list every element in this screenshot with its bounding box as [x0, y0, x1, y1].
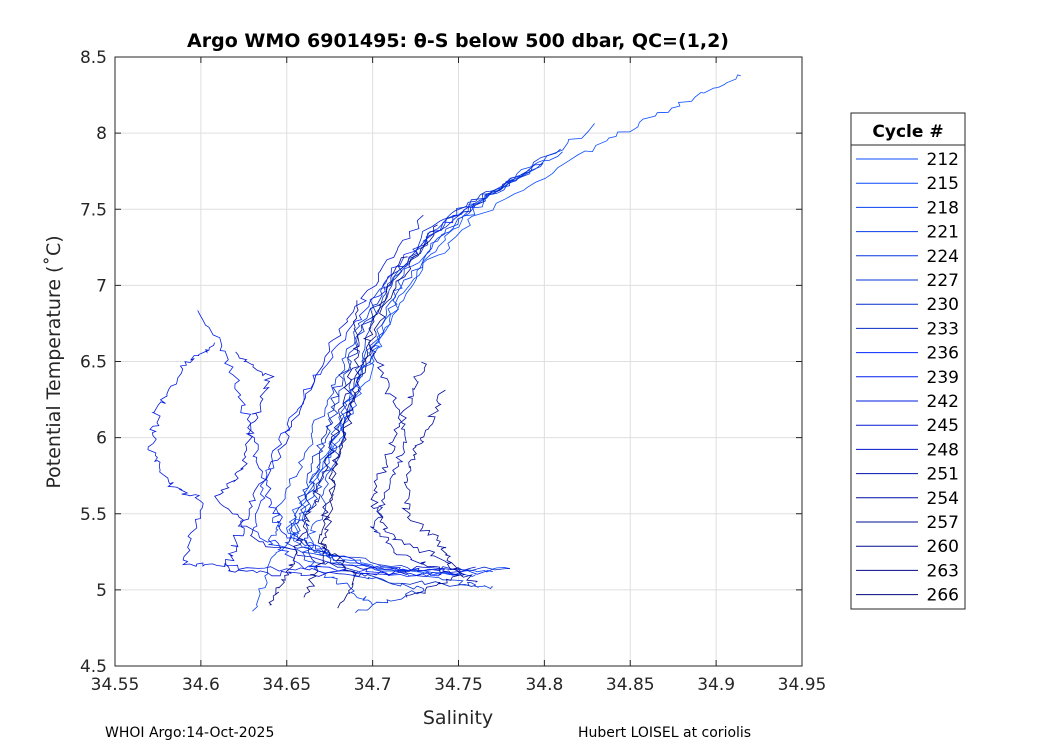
series-line-260	[268, 300, 360, 606]
series-line-266	[317, 224, 438, 609]
legend-label-263: 263	[927, 561, 959, 581]
y-axis-label: Potential Temperature (˚C)	[43, 235, 65, 488]
legend-label-218: 218	[927, 198, 959, 218]
series-line-263	[303, 256, 408, 598]
legend-label-260: 260	[927, 537, 959, 557]
ticks: 34.55 34.6 34.65 34.7 34.75 34.8 34.85 34.9 34.9…	[80, 48, 826, 695]
y-tick-label: 6	[96, 429, 107, 449]
series-line-236	[252, 202, 493, 577]
legend-label-212: 212	[927, 150, 959, 170]
legend-label-233: 233	[927, 319, 959, 339]
legend-label-230: 230	[927, 295, 959, 315]
y-tick-label: 6.5	[80, 353, 107, 373]
legend-label-221: 221	[927, 223, 959, 243]
series-line-254	[370, 361, 479, 583]
y-tick-label: 5	[96, 581, 107, 601]
legend-label-257: 257	[927, 513, 959, 533]
series-line-251	[369, 345, 459, 576]
footer-left: WHOI Argo:14-Oct-2025	[105, 725, 275, 741]
series-lines	[147, 74, 741, 613]
legend-label-254: 254	[927, 489, 959, 509]
legend-label-242: 242	[927, 392, 959, 412]
x-tick-label: 34.6	[182, 675, 220, 695]
series-line-212	[293, 74, 741, 577]
legend-label-251: 251	[927, 465, 959, 485]
x-axis-label: Salinity	[423, 707, 493, 729]
series-line-239	[197, 310, 459, 574]
y-tick-label: 7.5	[80, 200, 107, 220]
x-tick-label: 34.9	[697, 675, 735, 695]
legend-label-236: 236	[927, 344, 959, 364]
x-tick-label: 34.75	[434, 675, 483, 695]
x-tick-label: 34.85	[606, 675, 655, 695]
legend-label-227: 227	[927, 271, 959, 291]
legend-label-245: 245	[927, 416, 959, 436]
series-line-257	[401, 389, 462, 598]
series-line-215	[285, 123, 595, 575]
series-line-242	[147, 342, 442, 578]
x-tick-label: 34.95	[778, 675, 827, 695]
footer-right: Hubert LOISEL at coriolis	[578, 725, 752, 741]
chart-title: Argo WMO 6901495: θ-S below 500 dbar, QC…	[187, 30, 729, 52]
x-tick-label: 34.65	[262, 675, 311, 695]
legend-box	[850, 112, 966, 610]
legend: Cycle # 212 215 218 221 224 227 230 233 236 239 24…	[850, 112, 966, 610]
series-line-221	[301, 162, 544, 606]
legend-label-248: 248	[927, 440, 959, 460]
y-tick-label: 8.5	[80, 48, 107, 68]
legend-label-215: 215	[927, 174, 959, 194]
y-tick-label: 7	[96, 276, 107, 296]
legend-label-239: 239	[927, 368, 959, 388]
series-line-224	[267, 148, 561, 590]
legend-label-266: 266	[927, 586, 959, 606]
legend-title: Cycle #	[872, 122, 943, 142]
x-tick-label: 34.7	[354, 675, 392, 695]
series-line-245	[224, 214, 424, 577]
y-tick-label: 4.5	[80, 657, 107, 677]
y-tick-label: 5.5	[80, 505, 107, 525]
legend-label-224: 224	[927, 247, 959, 267]
y-tick-label: 8	[96, 124, 107, 144]
series-line-233	[300, 179, 514, 587]
x-tick-label: 34.8	[525, 675, 563, 695]
x-tick-label: 34.55	[91, 675, 140, 695]
series-line-218	[252, 151, 563, 612]
series-line-248	[214, 351, 476, 572]
